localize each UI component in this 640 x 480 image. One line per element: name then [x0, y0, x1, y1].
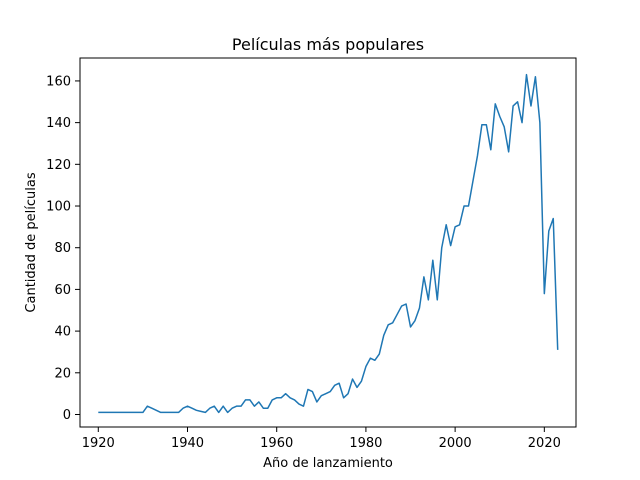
y-tick-label: 20	[54, 366, 71, 381]
x-axis-label: Año de lanzamiento	[263, 456, 393, 471]
x-tick-label: 1980	[349, 436, 382, 451]
x-tick-label: 1940	[171, 436, 204, 451]
y-tick-label: 80	[54, 241, 71, 256]
y-tick-label: 0	[63, 408, 71, 423]
y-axis: 0 20 40 60 80 100 120 140 160	[46, 74, 80, 423]
y-tick-label: 60	[54, 283, 71, 298]
y-tick-label: 40	[54, 325, 71, 340]
y-tick-label: 140	[46, 116, 71, 131]
plot-area	[98, 73, 559, 414]
x-tick-label: 1920	[82, 436, 115, 451]
x-tick-label: 2020	[528, 436, 561, 451]
axes-frame	[79, 57, 577, 428]
y-tick-label: 160	[46, 74, 71, 89]
y-axis-label: Cantidad de películas	[24, 172, 39, 312]
x-tick-label: 2000	[439, 436, 472, 451]
series-line	[98, 73, 559, 414]
y-tick-label: 120	[46, 158, 71, 173]
x-tick-label: 1960	[260, 436, 293, 451]
y-tick-label: 100	[46, 200, 71, 215]
chart-title: Películas más populares	[232, 35, 424, 54]
x-axis: 1920 1940 1960 1980 2000 2020	[82, 427, 561, 451]
